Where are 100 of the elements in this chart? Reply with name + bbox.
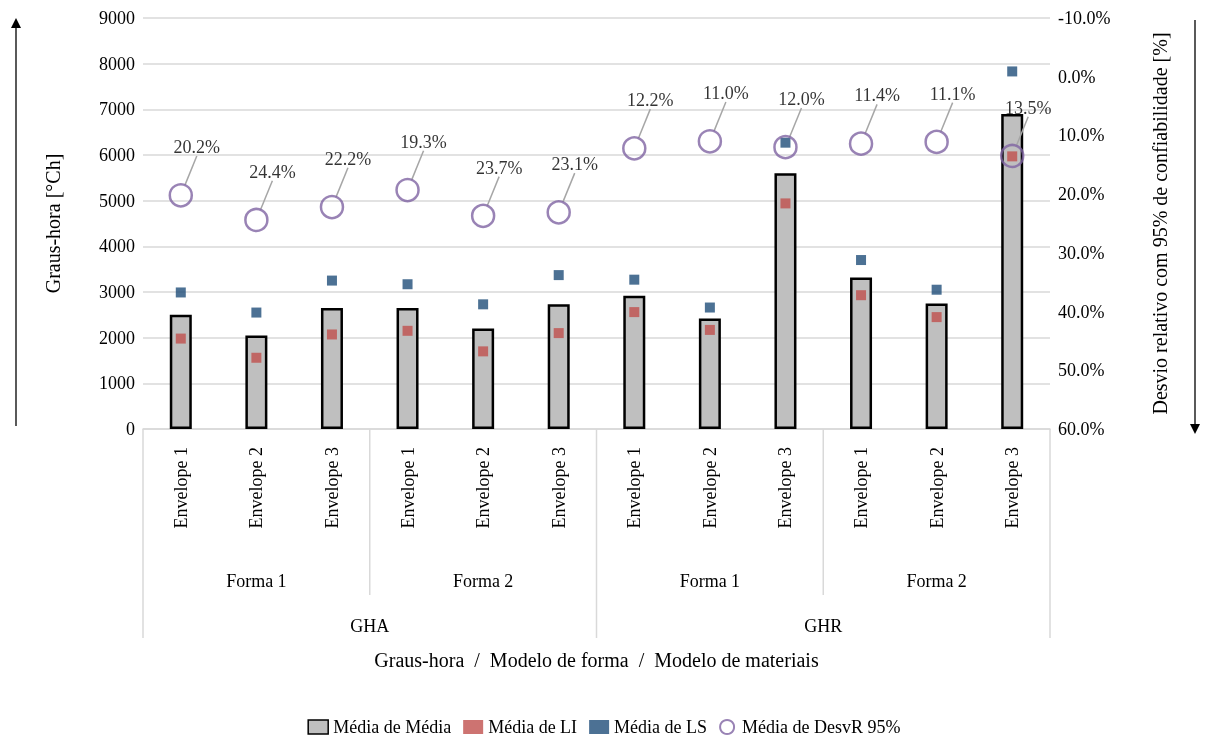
x-tick-label: Envelope 2 <box>473 447 494 529</box>
y-axis-title: Graus-hora [°Ch] <box>42 153 64 294</box>
y-tick-label: 7000 <box>99 99 135 120</box>
point <box>629 274 640 285</box>
point <box>848 131 874 156</box>
point <box>251 352 262 363</box>
bar <box>1001 113 1024 429</box>
y-tick-label: 2000 <box>99 327 135 348</box>
point <box>780 198 791 209</box>
point <box>319 194 345 220</box>
point <box>244 207 269 233</box>
bar <box>320 307 343 429</box>
point <box>402 325 413 336</box>
y-tick-label: 0 <box>126 419 135 439</box>
point <box>251 307 262 318</box>
y2-tick-label: 40.0% <box>1058 301 1105 322</box>
y-tick-label: 3000 <box>99 282 135 302</box>
point <box>553 328 564 339</box>
point <box>470 203 496 229</box>
bar <box>850 277 873 429</box>
data-label: 13.5% <box>1004 97 1052 118</box>
point <box>931 312 942 323</box>
x-tick-label: Envelope 1 <box>170 447 191 529</box>
point <box>1007 66 1018 77</box>
point <box>175 287 186 298</box>
bar <box>245 335 268 429</box>
point <box>856 255 867 266</box>
bar <box>547 304 570 429</box>
data-label: 11.0% <box>702 83 749 104</box>
point <box>629 307 640 318</box>
point <box>546 200 571 225</box>
data-label: 11.1% <box>929 83 976 104</box>
y-tick-label: 4000 <box>99 236 135 257</box>
text: Forma 1 <box>679 571 741 591</box>
x-tick-label: Envelope 3 <box>321 447 342 529</box>
point <box>478 299 489 310</box>
y2-tick-label: 50.0% <box>1058 360 1105 381</box>
bar <box>774 173 797 429</box>
text: GHA <box>350 616 390 636</box>
y2-tick-label: 60.0% <box>1058 419 1105 439</box>
point <box>931 284 942 295</box>
data-label: 12.0% <box>778 88 825 109</box>
data-label: 24.4% <box>249 161 296 182</box>
y-tick-label: 8000 <box>99 53 135 74</box>
point <box>175 333 186 344</box>
text: Graus-hora / Modelo de forma / Modelo de materiais <box>374 649 819 671</box>
point <box>478 346 489 357</box>
point <box>924 129 949 155</box>
point <box>856 290 867 301</box>
data-label: 20.2% <box>173 137 221 158</box>
point <box>999 143 1025 169</box>
point <box>326 329 337 340</box>
data-label: 23.1% <box>551 154 598 175</box>
x-tick-label: Envelope 2 <box>926 447 947 529</box>
y-tick-label: 6000 <box>99 145 135 165</box>
data-label: 23.7% <box>475 157 523 178</box>
y2-tick-label: 30.0% <box>1058 242 1105 263</box>
y2-tick-label: 0.0% <box>1058 66 1096 87</box>
bar <box>698 318 721 429</box>
x-tick-label: Envelope 1 <box>851 447 872 529</box>
point <box>704 302 715 313</box>
point <box>326 275 337 286</box>
text: Forma 1 <box>226 571 287 591</box>
point <box>395 177 420 203</box>
x-tick-label: Envelope 3 <box>775 447 796 529</box>
point <box>704 324 715 335</box>
x-tick-label: Envelope 3 <box>1002 447 1023 529</box>
x-tick-label: Envelope 1 <box>624 447 645 529</box>
bar <box>169 314 192 429</box>
legend-label: Média de Média <box>333 717 452 737</box>
legend-label: Média de DesvR 95% <box>742 717 901 737</box>
bar <box>472 328 495 429</box>
bar <box>396 307 419 429</box>
text: Forma 2 <box>906 571 967 591</box>
data-label: 12.2% <box>627 90 674 111</box>
x-tick-label: Envelope 3 <box>548 447 569 529</box>
legend-label: Média de LI <box>488 717 578 737</box>
point <box>553 270 564 281</box>
point <box>697 129 723 154</box>
y-tick-label: 1000 <box>99 373 135 394</box>
text: GHR <box>804 616 843 636</box>
y-tick-label: 5000 <box>99 190 135 211</box>
y2-tick-label: 20.0% <box>1058 184 1105 205</box>
legend-label: Média de LS <box>614 717 708 737</box>
y2-tick-label: 10.0% <box>1058 125 1105 146</box>
y2-axis-title: Desvio relativo com 95% de confiabilidade [%] <box>1149 32 1171 415</box>
bar <box>925 303 948 429</box>
point <box>168 183 194 208</box>
x-tick-label: Envelope 1 <box>397 447 418 529</box>
x-tick-label: Envelope 2 <box>246 447 267 529</box>
text: Forma 2 <box>452 571 514 591</box>
point <box>622 136 647 161</box>
point <box>773 134 798 160</box>
bar <box>623 295 646 429</box>
data-label: 22.2% <box>324 148 372 169</box>
y2-tick-label: -10.0% <box>1058 8 1111 28</box>
x-tick-label: Envelope 2 <box>699 447 720 529</box>
point <box>402 279 413 290</box>
data-label: 19.3% <box>400 131 447 152</box>
y-tick-label: 9000 <box>99 8 135 28</box>
